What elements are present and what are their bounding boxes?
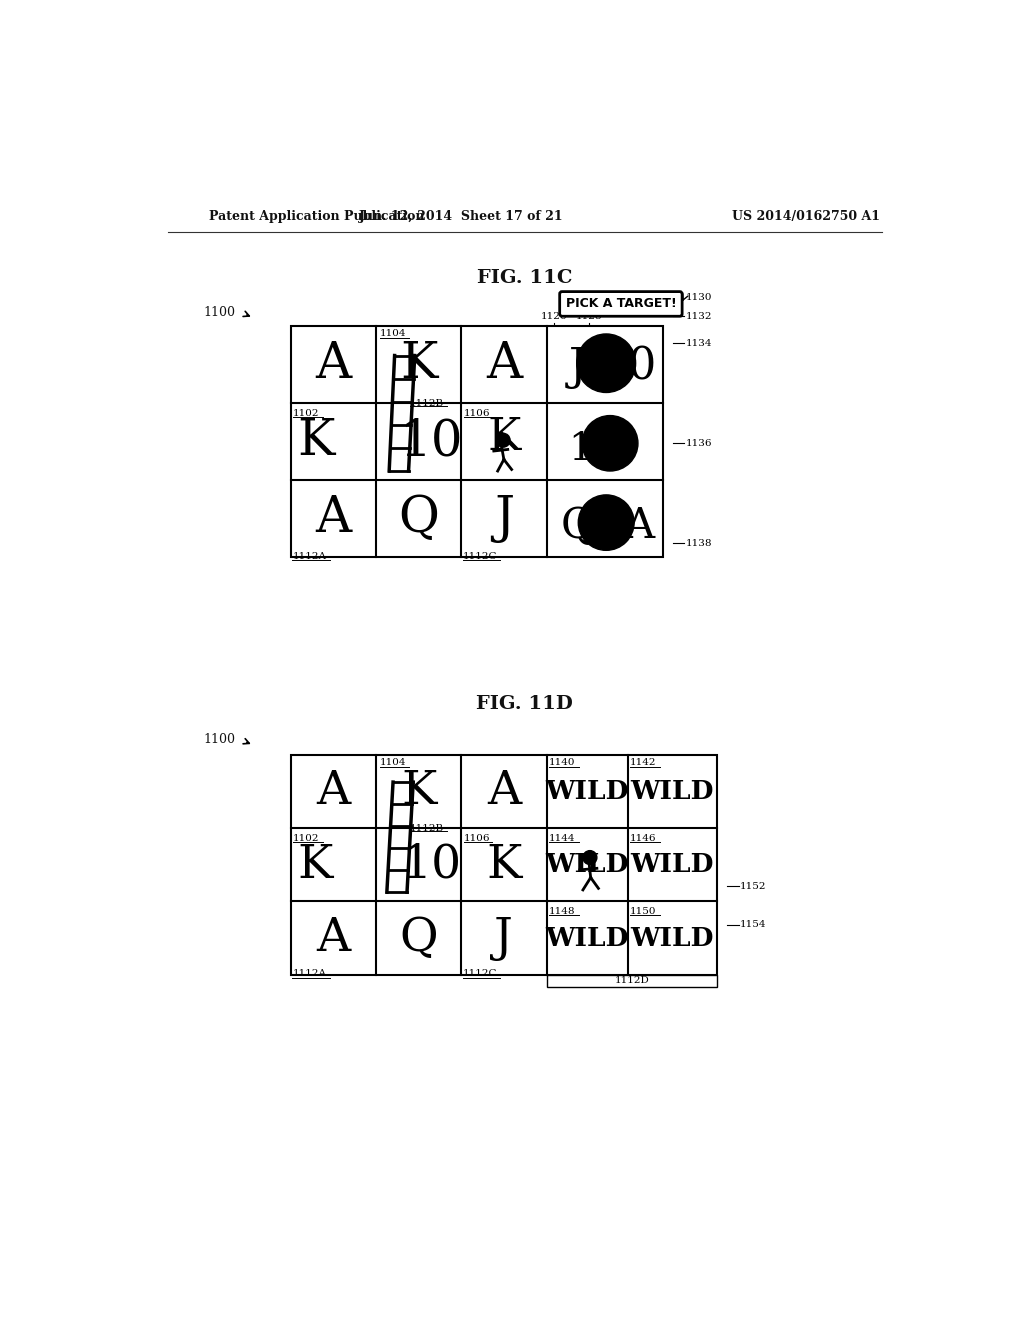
Circle shape	[595, 512, 617, 533]
Text: 1112C: 1112C	[463, 969, 498, 978]
Text: US 2014/0162750 A1: US 2014/0162750 A1	[732, 210, 881, 223]
Text: FIG. 11C: FIG. 11C	[477, 269, 572, 286]
Text: 10: 10	[401, 842, 462, 887]
Text: PICK A TARGET!: PICK A TARGET!	[565, 297, 676, 310]
Text: 1136: 1136	[686, 438, 713, 447]
Text: 1128: 1128	[575, 312, 602, 321]
Text: K: K	[400, 341, 437, 389]
FancyBboxPatch shape	[560, 292, 682, 317]
Text: 1150: 1150	[630, 907, 656, 916]
Bar	[547, 974, 717, 987]
Text: 1100: 1100	[203, 733, 234, 746]
Text: WILD: WILD	[631, 925, 714, 950]
Text: A: A	[316, 915, 350, 961]
Text: 1102: 1102	[293, 409, 319, 417]
Text: 1112A: 1112A	[292, 969, 327, 978]
Text: A: A	[485, 341, 522, 389]
Text: 1130: 1130	[686, 293, 713, 301]
Text: K: K	[486, 842, 521, 887]
Circle shape	[605, 438, 614, 447]
Text: A: A	[486, 770, 521, 814]
Text: J: J	[494, 494, 514, 544]
Text: Q: Q	[399, 915, 438, 961]
Circle shape	[601, 517, 611, 527]
Text: 1134: 1134	[686, 339, 713, 347]
Text: 1112C: 1112C	[463, 552, 498, 561]
Circle shape	[579, 495, 634, 550]
Text: 1100: 1100	[203, 306, 234, 319]
Circle shape	[595, 352, 617, 374]
Text: 1106: 1106	[464, 834, 490, 842]
Text: WILD: WILD	[546, 925, 629, 950]
Text: 1142: 1142	[630, 758, 656, 767]
Text: 1102: 1102	[293, 834, 319, 842]
Text: WILD: WILD	[546, 779, 629, 804]
Text: 1148: 1148	[549, 907, 575, 916]
Text: A: A	[316, 770, 350, 814]
Circle shape	[496, 433, 510, 447]
Circle shape	[601, 359, 611, 368]
Text: 1104: 1104	[380, 758, 407, 767]
Text: 1152: 1152	[740, 882, 767, 891]
Text: A: A	[315, 494, 351, 544]
Circle shape	[599, 433, 621, 454]
Text: 1112D: 1112D	[614, 977, 649, 985]
Text: A: A	[315, 341, 351, 389]
Bar	[291, 326, 663, 557]
Text: 1112B: 1112B	[410, 399, 444, 408]
Text: 1154: 1154	[740, 920, 767, 929]
Circle shape	[583, 416, 638, 471]
Text: 1112B: 1112B	[410, 824, 444, 833]
Text: 1144: 1144	[549, 834, 575, 842]
Text: 1126: 1126	[541, 312, 567, 321]
Circle shape	[586, 343, 627, 383]
Circle shape	[583, 850, 597, 865]
Text: FIG. 11D: FIG. 11D	[476, 694, 573, 713]
Text: 1106: 1106	[464, 409, 490, 417]
Text: 1140: 1140	[549, 758, 575, 767]
Text: WILD: WILD	[631, 853, 714, 878]
Text: WILD: WILD	[631, 779, 714, 804]
Circle shape	[591, 424, 630, 462]
Text: J: J	[568, 346, 587, 388]
Text: 1104: 1104	[380, 330, 407, 338]
Text: Q: Q	[560, 506, 595, 548]
Text: 1132: 1132	[686, 312, 713, 321]
Text: K: K	[298, 417, 335, 466]
Circle shape	[587, 503, 626, 543]
Text: K: K	[487, 416, 520, 459]
Text: K: K	[401, 770, 436, 814]
Text: A: A	[625, 506, 654, 548]
Text: Jun. 12, 2014  Sheet 17 of 21: Jun. 12, 2014 Sheet 17 of 21	[359, 210, 563, 223]
Text: 1146: 1146	[630, 834, 656, 842]
Text: K: K	[297, 842, 333, 887]
Text: 10: 10	[399, 417, 463, 466]
Text: Q: Q	[398, 494, 439, 544]
Text: 1112A: 1112A	[292, 552, 327, 561]
Bar	[291, 755, 717, 974]
Circle shape	[577, 334, 636, 392]
Text: J: J	[495, 915, 513, 961]
Text: WILD: WILD	[546, 853, 629, 878]
Text: 1138: 1138	[686, 539, 713, 548]
Text: 0: 0	[627, 346, 655, 388]
Text: 1: 1	[568, 430, 593, 469]
Text: Patent Application Publication: Patent Application Publication	[209, 210, 425, 223]
